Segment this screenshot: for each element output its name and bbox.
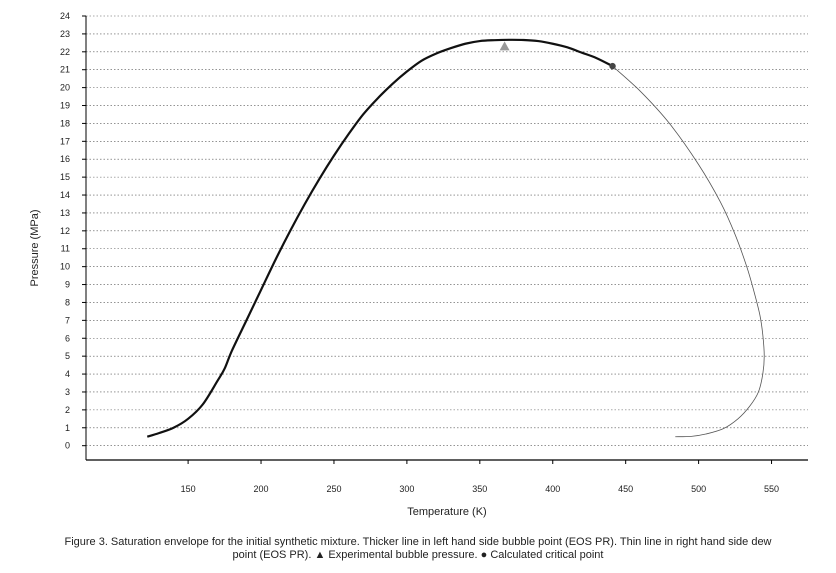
y-tick-label: 16 xyxy=(60,154,70,164)
experimental-bubble-pressure-marker xyxy=(499,41,510,51)
y-tick-label: 0 xyxy=(65,441,70,451)
y-tick-label: 4 xyxy=(65,369,70,379)
x-tick-label: 300 xyxy=(399,484,414,494)
y-tick-label: 14 xyxy=(60,190,70,200)
y-tick-label: 20 xyxy=(60,83,70,93)
saturation-envelope-chart: 0123456789101112131415161718192021222324… xyxy=(29,11,808,518)
y-tick-label: 5 xyxy=(65,351,70,361)
y-tick-label: 3 xyxy=(65,387,70,397)
y-tick-label: 24 xyxy=(60,11,70,21)
y-tick-label: 10 xyxy=(60,262,70,272)
y-tick-label: 1 xyxy=(65,423,70,433)
caption-line-2: point (EOS PR). ▲ Experimental bubble pr… xyxy=(232,549,604,561)
y-tick-label: 19 xyxy=(60,101,70,111)
y-tick-label: 17 xyxy=(60,136,70,146)
y-tick-label: 23 xyxy=(60,29,70,39)
x-tick-label: 150 xyxy=(181,484,196,494)
y-tick-label: 12 xyxy=(60,226,70,236)
x-axis-ticks: 150 200 250 300 350 400 450 500 550 xyxy=(181,460,779,494)
y-tick-label: 22 xyxy=(60,47,70,57)
data-markers xyxy=(499,41,616,70)
critical-point-marker xyxy=(609,62,616,70)
caption-line-1: Figure 3. Saturation envelope for the in… xyxy=(64,536,772,548)
y-tick-label: 18 xyxy=(60,118,70,128)
y-tick-label: 11 xyxy=(61,244,70,254)
y-tick-label: 2 xyxy=(65,405,70,415)
y-tick-label: 21 xyxy=(60,65,70,75)
x-tick-label: 550 xyxy=(764,484,779,494)
y-tick-label: 7 xyxy=(65,315,70,325)
grid-lines xyxy=(86,15,808,446)
x-tick-label: 450 xyxy=(618,484,633,494)
x-tick-label: 500 xyxy=(691,484,706,494)
dew-point-line xyxy=(612,65,765,438)
y-tick-label: 6 xyxy=(65,333,70,343)
bubble-point-line xyxy=(146,38,614,438)
x-tick-label: 350 xyxy=(472,484,487,494)
y-tick-label: 8 xyxy=(65,297,70,307)
y-tick-label: 13 xyxy=(60,208,70,218)
y-tick-label: 15 xyxy=(60,172,70,182)
y-tick-label: 9 xyxy=(65,280,70,290)
figure-caption: Figure 3. Saturation envelope for the in… xyxy=(10,536,826,562)
x-tick-label: 250 xyxy=(326,484,341,494)
data-series xyxy=(146,38,765,438)
x-axis-title: Temperature (K) xyxy=(407,506,486,518)
y-axis-title: Pressure (MPa) xyxy=(29,209,41,286)
x-tick-label: 400 xyxy=(545,484,560,494)
x-tick-label: 200 xyxy=(254,484,269,494)
